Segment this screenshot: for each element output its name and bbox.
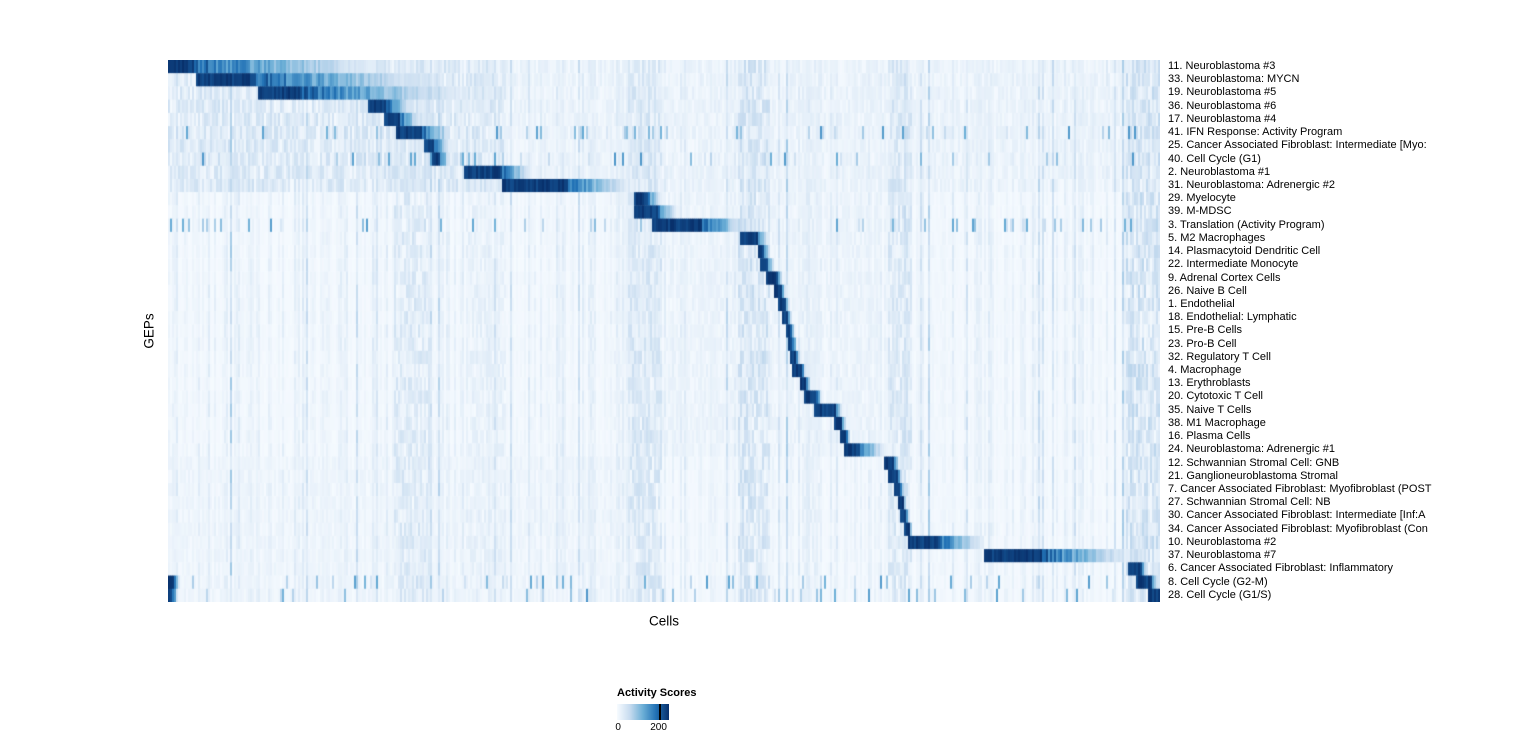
y-axis-label: GEPs	[141, 313, 157, 349]
x-axis-label: Cells	[648, 613, 680, 629]
row-label: 38. M1 Macrophage	[1168, 416, 1266, 429]
row-label: 25. Cancer Associated Fibroblast: Interm…	[1168, 139, 1427, 152]
row-label: 26. Naive B Cell	[1168, 284, 1247, 297]
row-label: 40. Cell Cycle (G1)	[1168, 152, 1261, 165]
row-label: 18. Endothelial: Lymphatic	[1168, 311, 1297, 324]
row-label: 22. Intermediate Monocyte	[1168, 258, 1299, 271]
row-label: 3. Translation (Activity Program)	[1168, 218, 1325, 231]
row-label: 19. Neuroblastoma #5	[1168, 86, 1277, 99]
row-label: 28. Cell Cycle (G1/S)	[1168, 588, 1272, 601]
row-label: 16. Plasma Cells	[1168, 430, 1251, 443]
row-label: 17. Neuroblastoma #4	[1168, 112, 1277, 125]
row-label: 15. Pre-B Cells	[1168, 324, 1242, 337]
legend-min-label: 0	[615, 722, 621, 733]
row-labels: 11. Neuroblastoma #3 33. Neuroblastoma: M…	[1168, 60, 1540, 604]
row-label: 31. Neuroblastoma: Adrenergic #2	[1168, 178, 1335, 191]
row-label: 21. Ganglioneuroblastoma Stromal	[1168, 469, 1338, 482]
row-label: 20. Cytotoxic T Cell	[1168, 390, 1263, 403]
row-label: 35. Naive T Cells	[1168, 403, 1252, 416]
row-label: 2. Neuroblastoma #1	[1168, 165, 1271, 178]
legend-gradient-bar	[617, 704, 669, 720]
row-label: 39. M-MDSC	[1168, 205, 1232, 218]
row-label: 32. Regulatory T Cell	[1168, 350, 1271, 363]
row-label: 1. Endothelial	[1168, 297, 1235, 310]
row-label: 14. Plasmacytoid Dendritic Cell	[1168, 245, 1321, 258]
row-label: 36. Neuroblastoma #6	[1168, 99, 1277, 112]
row-label: 24. Neuroblastoma: Adrenergic #1	[1168, 443, 1335, 456]
row-label: 30. Cancer Associated Fibroblast: Interm…	[1168, 509, 1426, 522]
row-label: 27. Schwannian Stromal Cell: NB	[1168, 496, 1331, 509]
row-label: 8. Cell Cycle (G2-M)	[1168, 575, 1268, 588]
row-label: 34. Cancer Associated Fibroblast: Myofib…	[1168, 522, 1428, 535]
row-label: 7. Cancer Associated Fibroblast: Myofibr…	[1168, 483, 1432, 495]
legend-labels: 0 200	[615, 722, 687, 733]
row-label: 41. IFN Response: Activity Program	[1168, 126, 1343, 139]
row-label: 11. Neuroblastoma #3	[1168, 60, 1276, 72]
row-label: 13. Erythroblasts	[1168, 377, 1251, 390]
heatmap-canvas	[168, 60, 1160, 602]
row-label: 9. Adrenal Cortex Cells	[1168, 271, 1281, 284]
row-label: 5. M2 Macrophages	[1168, 231, 1266, 244]
legend: Activity Scores 0 200	[615, 687, 747, 733]
row-label: 12. Schwannian Stromal Cell: GNB	[1168, 456, 1340, 469]
row-label: 10. Neuroblastoma #2	[1168, 535, 1277, 548]
row-label: 6. Cancer Associated Fibroblast: Inflamm…	[1168, 562, 1393, 575]
row-label: 29. Myelocyte	[1168, 192, 1236, 205]
legend-title: Activity Scores	[617, 687, 697, 699]
row-label: 33. Neuroblastoma: MYCN	[1168, 73, 1300, 86]
row-label: 37. Neuroblastoma #7	[1168, 549, 1277, 562]
legend-max-label: 200	[650, 722, 667, 733]
row-label: 4. Macrophage	[1168, 364, 1242, 377]
legend-tick	[658, 704, 661, 720]
row-label: 23. Pro-B Cell	[1168, 337, 1237, 350]
